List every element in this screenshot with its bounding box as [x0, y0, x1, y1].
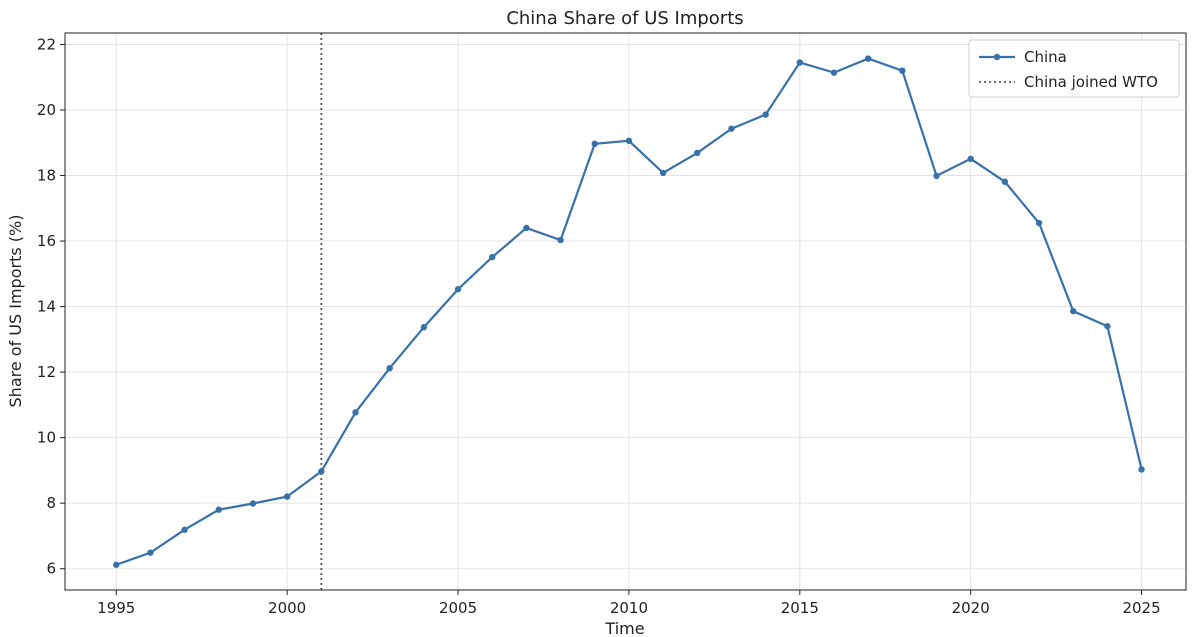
data-point-2018: [899, 67, 906, 74]
data-point-2024: [1104, 323, 1111, 330]
data-point-2001: [318, 468, 325, 475]
y-tick-label: 8: [46, 494, 56, 512]
y-tick-label: 10: [37, 429, 56, 447]
data-point-2005: [454, 286, 462, 293]
data-point-2017: [864, 55, 872, 62]
y-tick-label: 6: [46, 560, 56, 578]
data-point-1996: [147, 549, 154, 556]
x-tick-label: 2005: [439, 599, 477, 617]
data-point-2007: [523, 224, 530, 232]
data-point-2008: [557, 236, 564, 244]
x-tick-label: 2010: [610, 599, 648, 617]
data-point-2020: [967, 155, 974, 163]
chart-title: China Share of US Imports: [506, 8, 743, 29]
x-axis-label: Time: [604, 619, 644, 637]
y-tick-label: 22: [37, 35, 56, 53]
y-tick-label: 20: [37, 101, 56, 119]
series-points: [113, 55, 1145, 568]
data-point-2015: [796, 59, 804, 66]
x-tick-label: 1995: [97, 599, 135, 617]
plot-frame: [64, 32, 1187, 591]
x-tick-label: 2025: [1122, 599, 1160, 617]
x-axis: 1995 2000 2005 2010 2015 2020 2025: [97, 590, 1161, 617]
y-tick-label: 14: [37, 298, 56, 316]
data-point-2006: [489, 253, 496, 261]
x-tick-label: 2020: [952, 599, 990, 617]
data-point-1998: [215, 506, 222, 513]
y-tick-label: 12: [37, 363, 56, 381]
data-point-1997: [181, 526, 188, 533]
x-tick-label: 2000: [268, 599, 306, 617]
data-point-2004: [420, 324, 428, 331]
x-tick-label: 2015: [781, 599, 819, 617]
data-point-2002: [352, 409, 359, 416]
data-point-2014: [762, 111, 769, 118]
data-point-2016: [830, 69, 838, 76]
data-point-1995: [113, 561, 120, 568]
data-point-2019: [933, 172, 940, 180]
legend-china-marker: [993, 53, 1001, 61]
data-point-2012: [694, 149, 701, 157]
y-tick-label: 16: [37, 232, 56, 250]
data-point-2000: [283, 493, 291, 500]
legend-china-label: China: [1024, 48, 1067, 66]
data-point-2013: [728, 125, 735, 132]
data-point-2009: [591, 140, 598, 147]
data-point-2003: [386, 364, 393, 372]
legend: China China joined WTO: [968, 39, 1180, 98]
legend-wto-label: China joined WTO: [1024, 73, 1158, 91]
data-point-2010: [625, 137, 633, 144]
y-axis: 6 8 10 12 14 16 18 20 22: [37, 35, 65, 578]
data-point-1999: [249, 500, 257, 507]
grid: [65, 33, 1186, 590]
data-point-2023: [1070, 307, 1077, 315]
y-axis-label: Share of US Imports (%): [6, 215, 25, 408]
data-point-2011: [659, 169, 667, 177]
data-point-2025: [1138, 466, 1145, 473]
data-point-2022: [1035, 219, 1043, 227]
y-tick-label: 18: [37, 167, 56, 185]
data-point-2021: [1001, 178, 1009, 185]
